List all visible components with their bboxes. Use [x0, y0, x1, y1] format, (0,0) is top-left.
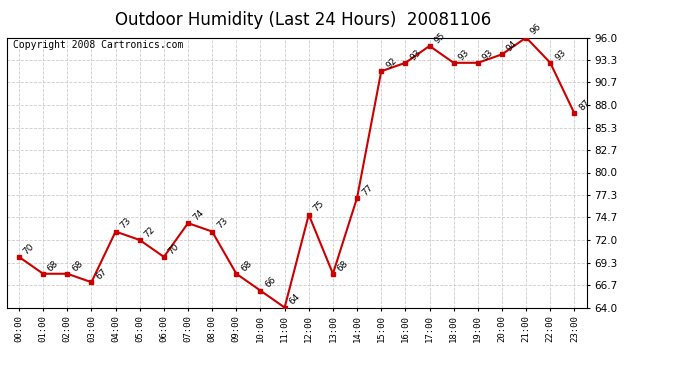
Text: 68: 68 [46, 258, 61, 273]
Text: 68: 68 [336, 258, 351, 273]
Text: 67: 67 [95, 267, 109, 281]
Text: 96: 96 [529, 22, 544, 37]
Text: 93: 93 [457, 48, 471, 62]
Text: 87: 87 [578, 98, 592, 112]
Text: 93: 93 [481, 48, 495, 62]
Text: 92: 92 [384, 56, 398, 70]
Text: 93: 93 [553, 48, 568, 62]
Text: Copyright 2008 Cartronics.com: Copyright 2008 Cartronics.com [12, 40, 183, 50]
Text: 74: 74 [191, 208, 205, 222]
Text: 72: 72 [143, 225, 157, 239]
Text: 94: 94 [505, 39, 519, 54]
Text: 93: 93 [408, 48, 423, 62]
Text: 70: 70 [22, 242, 37, 256]
Text: 68: 68 [70, 258, 85, 273]
Text: 73: 73 [119, 216, 133, 231]
Text: 75: 75 [312, 200, 326, 214]
Text: 68: 68 [239, 258, 254, 273]
Text: 95: 95 [433, 31, 447, 45]
Text: 64: 64 [288, 292, 302, 307]
Text: 73: 73 [215, 216, 230, 231]
Text: 66: 66 [264, 275, 278, 290]
Text: 77: 77 [360, 183, 375, 197]
Text: 70: 70 [167, 242, 181, 256]
Text: Outdoor Humidity (Last 24 Hours)  20081106: Outdoor Humidity (Last 24 Hours) 2008110… [115, 11, 492, 29]
